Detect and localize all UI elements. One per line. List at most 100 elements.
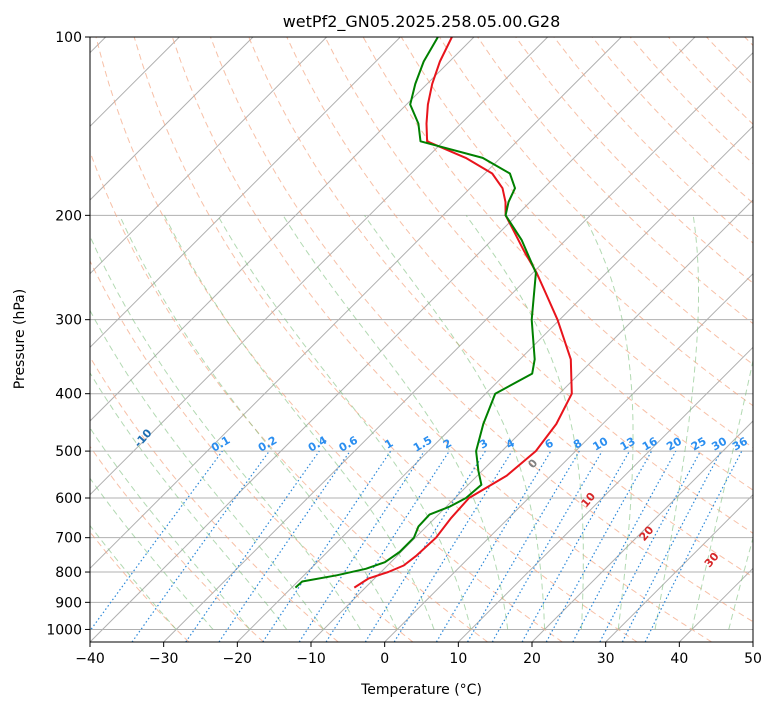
moist-adiabat-label: 20 — [637, 523, 657, 543]
y-tick-label: 100 — [55, 30, 82, 46]
isotherm-gridline — [531, 420, 753, 642]
isotherm-gridline — [678, 567, 753, 642]
moist-adiabat-label: 0 — [525, 456, 540, 470]
temperature-profile — [353, 37, 573, 589]
moist-adiabat-label: 40 — [768, 575, 775, 595]
isotherm-gridline — [90, 37, 401, 349]
isotherm-gridline — [90, 37, 475, 422]
dewpoint-profile — [294, 37, 537, 589]
dry-adiabat — [706, 37, 753, 86]
isotherm-gridline — [457, 346, 753, 642]
mixing-ratio-label: 3 — [477, 437, 490, 452]
isotherm-gridline — [384, 272, 753, 642]
moist-adiabat — [90, 524, 177, 630]
x-tick-label: −10 — [296, 651, 326, 667]
series-layer — [294, 37, 573, 589]
dry-adiabat — [171, 37, 712, 642]
moist-adiabat — [282, 215, 509, 630]
moist-adiabat — [583, 215, 634, 630]
mixing-ratio-label: 2 — [441, 437, 454, 452]
x-tick-label: 50 — [744, 651, 762, 667]
mixing-ratio-line — [644, 450, 743, 642]
isotherm-gridline — [752, 641, 753, 642]
mixing-ratio-line — [131, 450, 270, 642]
dry-adiabat — [90, 531, 190, 642]
mixing-ratio-line — [325, 450, 450, 642]
background-lines — [90, 37, 753, 642]
mixing-ratio-line — [572, 450, 677, 642]
plot-frame — [89, 36, 754, 643]
x-axis-label: Temperature (°C) — [360, 682, 482, 698]
dry-adiabat — [553, 37, 753, 244]
moist-adiabat — [90, 309, 324, 630]
moist-adiabat — [90, 371, 288, 630]
isotherm-gridline — [90, 37, 622, 570]
dry-adiabat — [515, 37, 753, 284]
dry-adiabat — [286, 37, 753, 534]
x-tick-label: −20 — [223, 651, 253, 667]
mixing-ratio-line — [393, 450, 513, 642]
dry-adiabat — [668, 37, 753, 125]
mixing-ratio-line — [90, 450, 223, 632]
isotherm-gridline — [90, 37, 696, 642]
dry-adiabat — [90, 445, 264, 642]
dry-adiabat — [324, 37, 753, 491]
dry-adiabat-label: -30 — [0, 366, 2, 390]
dry-adiabat — [133, 37, 638, 642]
isotherm-gridline — [90, 37, 254, 201]
y-tick-label: 1000 — [46, 622, 82, 638]
y-tick-label: 800 — [55, 565, 82, 581]
mixing-ratio-line — [262, 450, 392, 642]
y-tick-label: 700 — [55, 531, 82, 547]
x-tick-label: −30 — [149, 651, 179, 667]
isotherm-gridline — [163, 51, 753, 642]
y-tick-label: 400 — [55, 387, 82, 403]
y-tick-label: 600 — [55, 491, 82, 507]
dry-adiabat — [210, 37, 753, 623]
x-tick-label: 30 — [597, 651, 615, 667]
moist-adiabat — [90, 477, 214, 630]
dry-adiabat — [248, 37, 753, 578]
dry-adiabat-label: -10 — [132, 426, 155, 450]
dry-adiabat — [90, 259, 414, 642]
y-tick-label: 900 — [55, 595, 82, 611]
x-tick-label: 40 — [670, 651, 688, 667]
moist-adiabat — [364, 215, 546, 630]
moist-adiabat — [119, 215, 398, 630]
mixing-ratio-line — [298, 450, 425, 642]
x-tick-label: 10 — [449, 651, 467, 667]
moist-adiabat — [654, 215, 699, 630]
mixing-ratio-line — [599, 450, 702, 642]
moist-adiabat — [90, 427, 251, 630]
mixing-ratio-line — [545, 450, 653, 642]
moist-adiabat — [691, 358, 753, 630]
isotherm-gridline — [90, 37, 549, 496]
moist-adiabat-label: 30 — [702, 550, 722, 570]
x-tick-label: −40 — [75, 651, 105, 667]
dry-adiabat — [591, 37, 753, 204]
chart-title: wetPf2_GN05.2025.258.05.00.G28 — [283, 12, 561, 32]
y-tick-label: 500 — [55, 444, 82, 460]
mixing-ratio-line — [185, 450, 320, 642]
y-tick-label: 200 — [55, 208, 82, 224]
mixing-ratio-line — [521, 450, 631, 642]
isotherm-gridline — [605, 493, 753, 642]
dry-adiabat — [90, 150, 488, 642]
x-axis: −40 −30 −20 −10 0 10 20 30 40 50 — [75, 642, 762, 667]
x-tick-label: 0 — [380, 651, 389, 667]
moist-adiabat — [465, 215, 584, 630]
moist-adiabat — [90, 235, 361, 630]
y-axis: 100 200 300 400 500 600 700 800 900 1000 — [46, 30, 90, 638]
moist-adiabat — [163, 215, 435, 630]
y-tick-label: 300 — [55, 313, 82, 329]
x-tick-label: 20 — [523, 651, 541, 667]
dry-adiabat — [95, 37, 563, 642]
mixing-ratio-label: 6 — [543, 436, 556, 451]
mixing-ratio-line — [218, 450, 351, 642]
mixing-ratio-line — [435, 450, 552, 642]
mixing-ratio-label: 4 — [504, 436, 517, 451]
isotherm-gridline — [90, 37, 328, 275]
y-axis-label: Pressure (hPa) — [12, 289, 28, 389]
isotherm-gridline — [236, 125, 753, 642]
